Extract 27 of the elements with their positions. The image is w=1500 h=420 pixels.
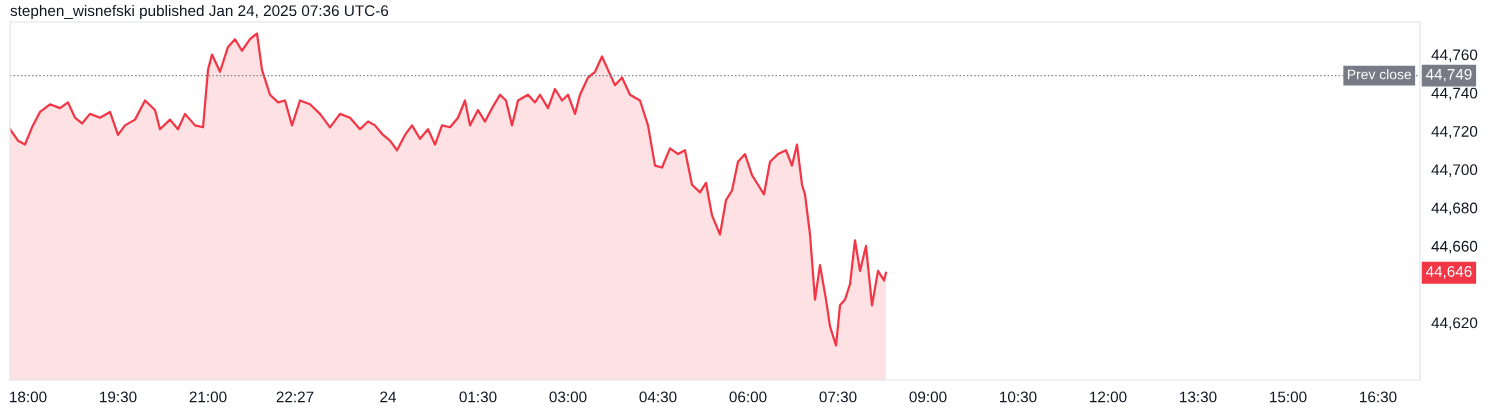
y-tick-label: 44,660	[1431, 240, 1478, 254]
x-tick-label: 15:00	[1270, 391, 1307, 403]
x-tick-label: 12:00	[1090, 391, 1127, 403]
y-tick-label: 44,620	[1431, 317, 1478, 331]
x-tick-label: 06:00	[729, 391, 767, 403]
ref-line-label: Prev close	[1347, 69, 1412, 80]
x-tick-label: 03:00	[549, 391, 587, 403]
annotation: 44,749	[1425, 68, 1472, 82]
y-tick-label: 44,700	[1431, 164, 1478, 177]
x-tick-label: 21:00	[189, 391, 227, 403]
x-tick-label: 09:00	[909, 391, 947, 403]
x-tick-label: 04:30	[639, 391, 677, 403]
y-tick-label: 44,720	[1431, 125, 1478, 139]
x-tick-label: 16:30	[1360, 391, 1397, 403]
x-tick-label: 13:30	[1180, 391, 1217, 403]
y-tick-label: 44,680	[1431, 202, 1478, 216]
text: 44,646	[1425, 266, 1472, 279]
x-tick-label: 01:30	[459, 391, 497, 403]
chart-title: stephen_wisnefski published Jan 24, 2025 07:36 UTC-6	[10, 4, 389, 20]
x-tick-label: 22:27	[276, 391, 314, 403]
y-tick-label: 44,740	[1431, 87, 1478, 101]
y-tick-label: 44,760	[1431, 49, 1478, 63]
x-tick-label: 24	[380, 391, 397, 403]
x-tick-label: 19:30	[100, 391, 137, 403]
x-tick-label: 10:30	[1000, 391, 1037, 403]
x-tick-label: 18:00	[10, 391, 47, 403]
x-tick-label: 07:30	[819, 391, 857, 403]
